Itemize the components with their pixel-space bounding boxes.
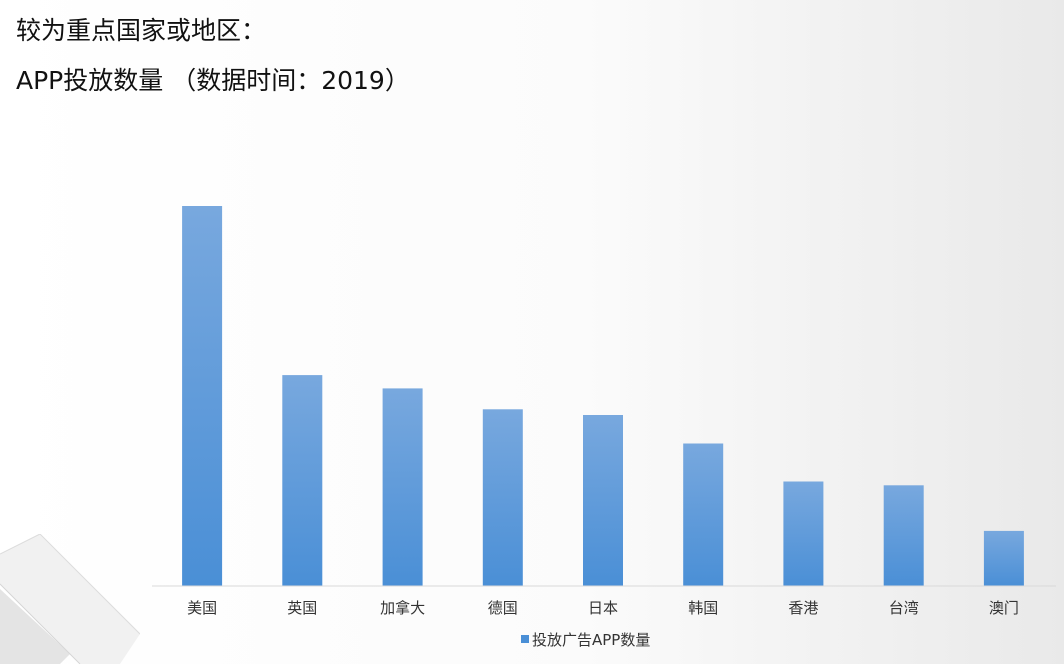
x-tick-label: 台湾 [889,599,919,617]
legend-label: 投放广告APP数量 [532,631,650,649]
bar-3 [482,409,523,586]
x-tick-labels: 美国 英国 加拿大 德国 日本 韩国 香港 台湾 澳门 [187,599,1019,617]
x-tick-label: 德国 [488,599,518,617]
bars-group [182,206,1024,586]
bar-1 [282,375,323,586]
x-tick-label: 韩国 [688,599,718,617]
legend-swatch [521,635,529,643]
chart-title: APP投放数量 （数据时间：2019） [16,66,410,95]
x-tick-label: 香港 [788,599,818,617]
bar-0 [182,206,223,586]
x-tick-label: 澳门 [989,599,1019,617]
bar-6 [783,481,824,586]
bar-8 [983,530,1024,586]
bar-4 [583,415,623,586]
bar-2 [382,388,423,586]
page-title: 较为重点国家或地区： [16,16,267,45]
x-tick-label: 美国 [187,599,217,617]
x-tick-label: 日本 [588,599,618,617]
bar-7 [883,485,924,586]
x-tick-label: 英国 [287,599,317,617]
bar-5 [683,443,724,586]
x-tick-label: 加拿大 [380,599,425,617]
legend: 投放广告APP数量 [521,631,650,649]
